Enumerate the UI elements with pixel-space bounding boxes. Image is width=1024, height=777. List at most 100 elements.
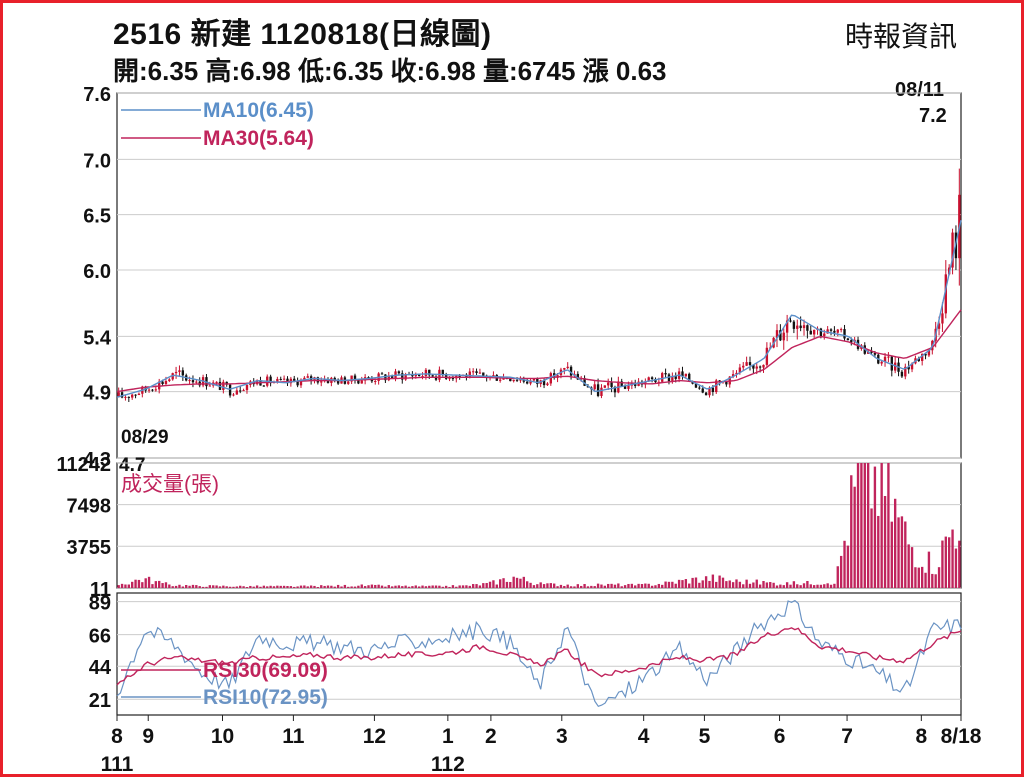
- volume-bar: [596, 583, 600, 588]
- volume-bar: [654, 585, 657, 588]
- candle-body: [941, 313, 944, 324]
- volume-bar: [802, 583, 806, 588]
- volume-bar: [850, 475, 853, 588]
- volume-bar: [745, 579, 748, 588]
- candle-body: [708, 387, 711, 396]
- volume-bar: [661, 584, 664, 588]
- candle-body: [836, 329, 839, 333]
- candles-group: [117, 168, 961, 403]
- candle-body: [893, 362, 897, 371]
- volume-bar: [775, 585, 779, 588]
- volume-bar: [823, 584, 826, 588]
- candle-body: [647, 377, 650, 382]
- candle-body: [546, 383, 549, 386]
- candle-body: [671, 376, 674, 382]
- volume-bar: [573, 586, 576, 588]
- volume-tick-label: 11: [90, 579, 111, 601]
- candle-body: [738, 367, 742, 373]
- candle-body: [627, 385, 630, 389]
- volume-bar: [289, 586, 293, 588]
- candle-body: [698, 387, 701, 389]
- volume-bar: [448, 586, 451, 588]
- volume-bar: [951, 529, 954, 588]
- volume-bar: [120, 583, 124, 588]
- candle-body: [384, 374, 387, 381]
- volume-bar: [431, 585, 434, 588]
- volume-bar: [910, 547, 914, 588]
- volume-bar: [900, 516, 904, 588]
- candle-body: [161, 381, 164, 385]
- candle-body: [623, 386, 627, 389]
- volume-bar: [701, 580, 704, 588]
- rsi-panel: [116, 592, 962, 716]
- volume-bar: [212, 585, 215, 588]
- volume-bar: [502, 578, 505, 588]
- x-month-label: 10: [211, 725, 234, 748]
- candle-body: [414, 374, 417, 377]
- rsi-legend-label: RSI30(69.09): [203, 659, 328, 682]
- volume-bar: [228, 586, 232, 588]
- volume-bar: [478, 585, 482, 588]
- volume-bar: [509, 582, 512, 588]
- candle-body: [401, 373, 404, 380]
- x-month-label: 1: [442, 725, 454, 748]
- candle-body: [509, 378, 512, 382]
- x-month-label: 4: [638, 725, 650, 748]
- volume-bar: [151, 584, 154, 588]
- candle-body: [731, 374, 735, 377]
- volume-bar: [117, 585, 120, 588]
- volume-bar: [161, 583, 164, 588]
- candle-body: [843, 329, 846, 339]
- volume-bar: [610, 583, 613, 588]
- volume-bar: [377, 584, 380, 588]
- volume-bar: [293, 586, 296, 588]
- volume-bar: [168, 584, 171, 588]
- volume-bar: [873, 466, 877, 588]
- volume-label: 成交量(張): [121, 473, 219, 496]
- candle-body: [661, 373, 664, 382]
- volume-bar: [944, 536, 947, 588]
- candle-body: [823, 333, 826, 336]
- candle-body: [607, 382, 610, 386]
- x-month-label: 8: [111, 725, 123, 748]
- candle-body: [701, 388, 704, 393]
- price-tick-label: 6.0: [83, 261, 111, 283]
- candle-body: [404, 374, 407, 380]
- volume-bar: [674, 583, 677, 588]
- volume-bar: [664, 581, 667, 588]
- volume-bar: [644, 583, 647, 588]
- volume-bar: [309, 585, 313, 588]
- volume-bar: [384, 586, 387, 588]
- candle-body: [711, 387, 715, 393]
- candle-body: [748, 362, 752, 365]
- candle-body: [147, 389, 151, 391]
- candle-body: [451, 378, 455, 380]
- candle-body: [269, 376, 272, 384]
- volume-bar: [272, 586, 276, 588]
- volume-bar: [370, 584, 374, 588]
- volume-bar: [715, 581, 718, 588]
- candle-body: [829, 329, 833, 331]
- candle-body: [944, 274, 947, 314]
- volume-bar: [259, 586, 262, 588]
- volume-bar: [313, 585, 316, 588]
- volume-bar: [522, 576, 525, 588]
- volume-bar: [809, 584, 812, 588]
- volume-bar: [519, 578, 522, 588]
- candle-body: [688, 373, 691, 382]
- volume-bar: [306, 586, 309, 588]
- volume-bar: [728, 580, 731, 588]
- candle-body: [789, 320, 792, 322]
- volume-bar: [829, 584, 833, 588]
- volume-bar: [505, 581, 509, 588]
- rsi10-line: [116, 599, 962, 708]
- x-month-label: 7: [841, 725, 853, 748]
- volume-bar: [303, 585, 306, 588]
- candle-body: [498, 379, 502, 381]
- candle-body: [215, 381, 218, 383]
- volume-bar: [880, 463, 883, 588]
- volume-bar: [637, 583, 640, 588]
- price-tick-label: 5.4: [83, 327, 112, 349]
- volume-bar: [185, 585, 188, 588]
- volume-bar: [826, 583, 829, 588]
